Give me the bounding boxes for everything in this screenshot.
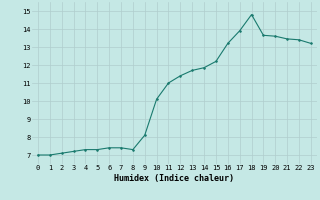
X-axis label: Humidex (Indice chaleur): Humidex (Indice chaleur): [115, 174, 234, 183]
